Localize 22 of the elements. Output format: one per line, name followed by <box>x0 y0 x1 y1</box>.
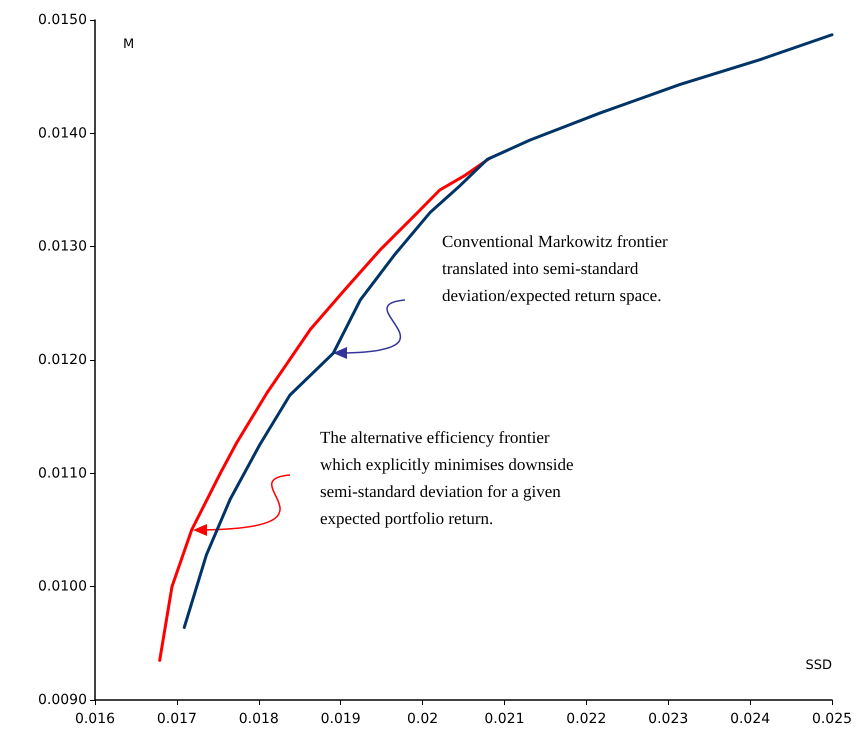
x-tick-label: 0.018 <box>238 711 279 727</box>
x-tick-label: 0.021 <box>484 711 524 727</box>
y-tick-label: 0.0100 <box>38 578 87 595</box>
y-tick-label: 0.0140 <box>38 125 87 142</box>
y-axis-title: M <box>123 37 134 52</box>
y-tick-label: 0.0120 <box>38 352 87 368</box>
x-tick-label: 0.023 <box>648 711 688 727</box>
x-axis-title: SSD <box>805 658 832 673</box>
annotation: Conventional Markowitz frontier translated into semi-standard deviation/expected return space. <box>442 232 668 305</box>
line-series <box>182 33 834 629</box>
x-tick-label: 0.017 <box>156 711 197 727</box>
y-tick-label: 0.0110 <box>38 465 87 482</box>
x-tick-label: 0.024 <box>730 711 770 727</box>
y-tick-label: 0.0150 <box>38 12 87 28</box>
x-tick-label: 0.019 <box>320 711 361 727</box>
x-tick-label: 0.02 <box>406 711 438 727</box>
x-tick-label: 0.025 <box>812 711 852 727</box>
annotation: The alternative efficiency frontier which explicitly minimises downside semi-standard deviation for a given expected portfolio return. <box>320 428 574 528</box>
x-tick-label: 0.022 <box>566 711 606 727</box>
y-tick-label: 0.0090 <box>38 692 87 708</box>
y-tick-label: 0.0130 <box>38 238 87 255</box>
x-tick-label: 0.016 <box>74 711 116 727</box>
